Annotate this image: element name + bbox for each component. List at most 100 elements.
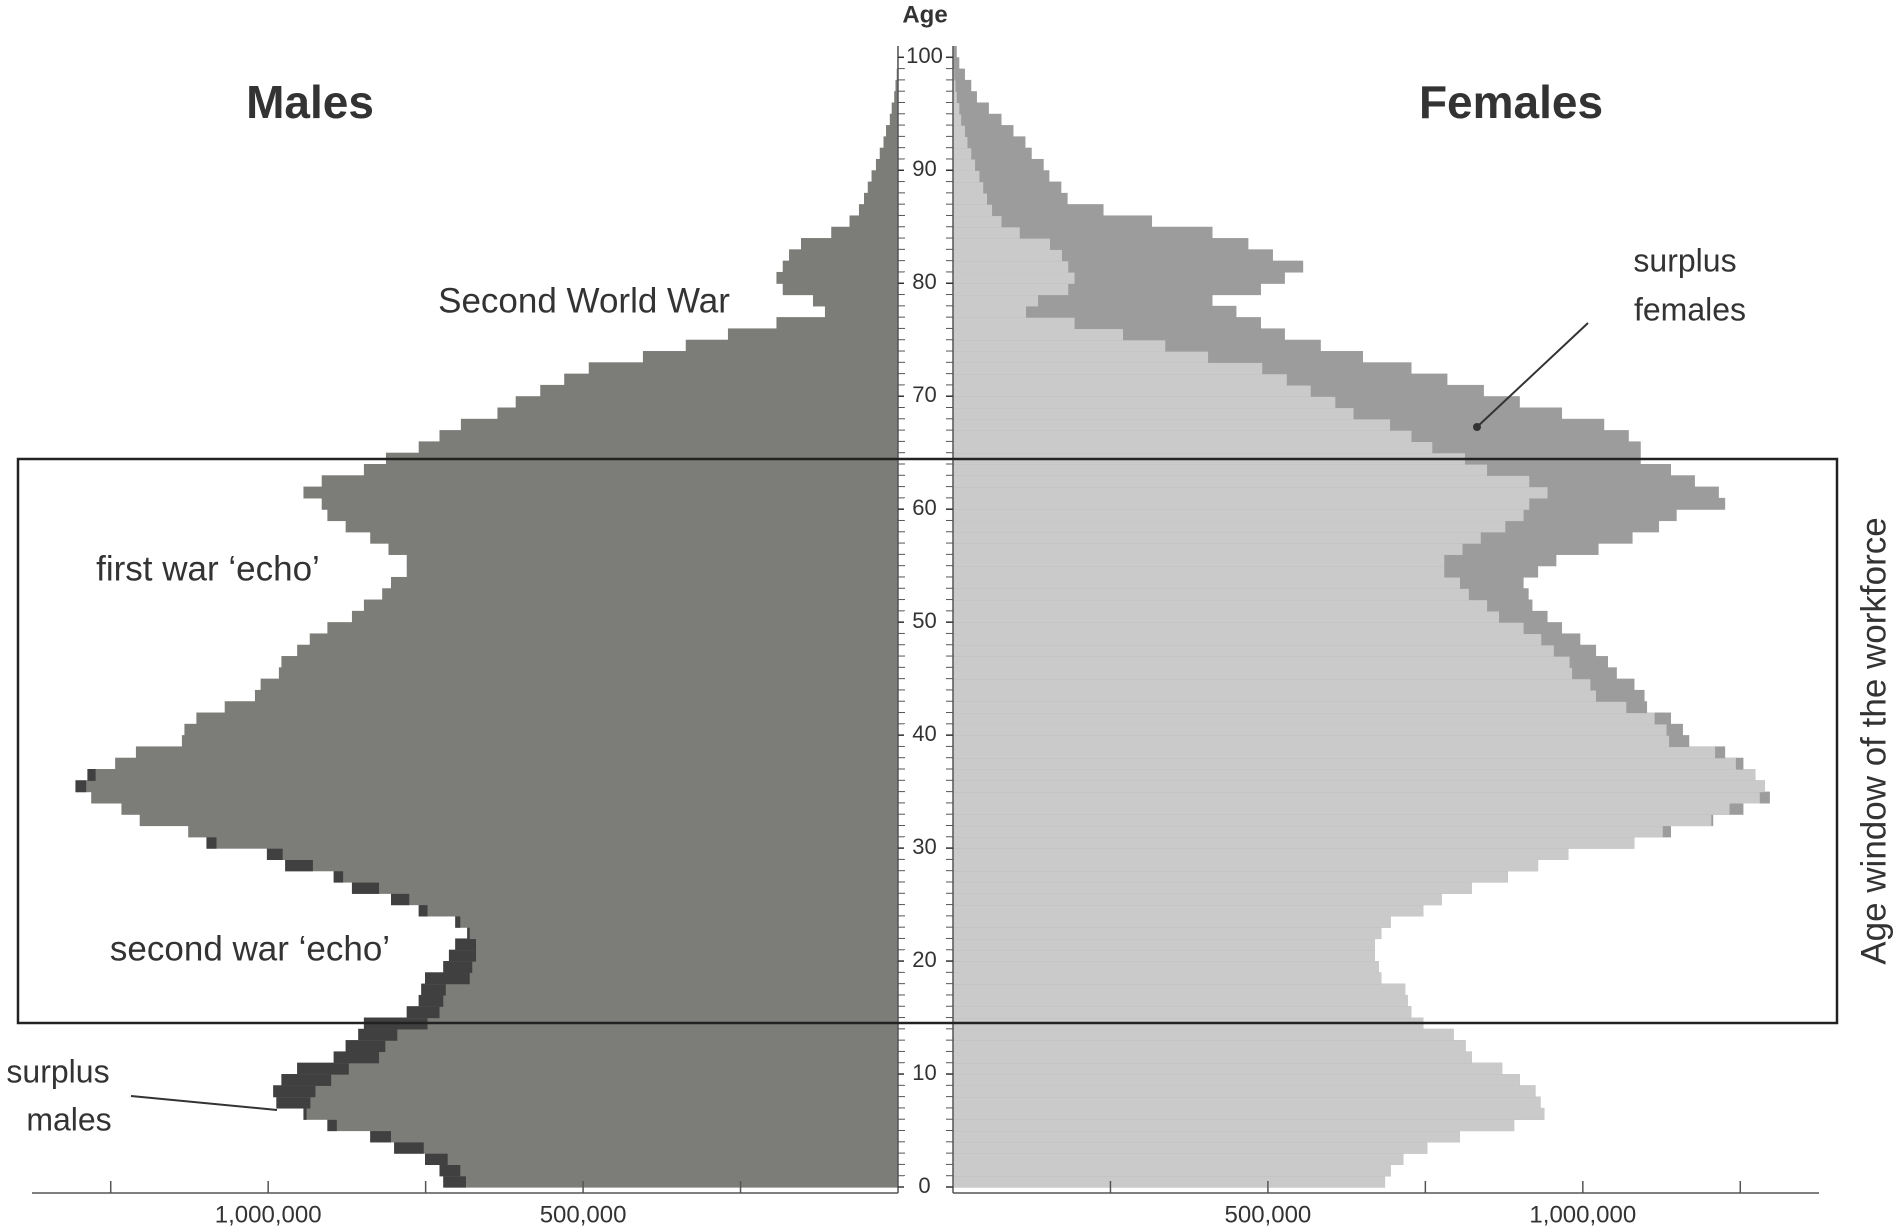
male-bar [260, 678, 898, 691]
y-tick-label-bg [904, 385, 946, 408]
female-overlap [953, 475, 1530, 488]
male-bar [370, 531, 898, 544]
male-bar [345, 520, 899, 533]
female-overlap [953, 215, 1002, 228]
female-overlap [953, 102, 960, 115]
male-bar [345, 1040, 899, 1053]
female-overlap [953, 983, 1406, 996]
female-overlap [953, 678, 1591, 691]
surplus-males [443, 1175, 466, 1188]
female-overlap [953, 689, 1597, 702]
female-overlap [953, 994, 1408, 1007]
male-bar [390, 576, 898, 589]
female-overlap [953, 136, 968, 149]
male-bar [273, 1085, 899, 1098]
male-bar [363, 599, 898, 612]
y-tick-label-bg [904, 159, 946, 182]
female-overlap [953, 226, 1020, 239]
female-overlap [953, 1141, 1428, 1154]
female-overlap [953, 859, 1539, 872]
annotation-dot [1473, 423, 1481, 431]
male-bar [351, 881, 898, 894]
male-bar [266, 848, 898, 860]
male-bar [776, 317, 898, 330]
y-tick-label: 10 [912, 1060, 936, 1085]
female-bar [953, 170, 1050, 183]
surplus-males [390, 893, 410, 906]
female-overlap [953, 1028, 1454, 1041]
male-bar [418, 994, 898, 1007]
x-tick-label: 500,000 [540, 1201, 627, 1228]
female-overlap [953, 396, 1336, 409]
male-bar [886, 125, 898, 137]
female-bar [953, 57, 960, 70]
surplus-males [285, 859, 313, 872]
female-bar [953, 158, 1044, 171]
male-bar [443, 961, 898, 973]
male-bar [789, 249, 898, 262]
male-bar [406, 554, 898, 567]
male-bar [297, 1062, 898, 1075]
surplus-males [281, 1074, 332, 1086]
female-overlap [953, 588, 1469, 601]
male-bar [91, 791, 899, 804]
female-overlap [953, 373, 1287, 386]
annotation: males [26, 1101, 111, 1137]
y-tick-label-bg [904, 1176, 946, 1198]
surplus-males [358, 1028, 398, 1041]
annotation: Age window of the workforce [1854, 517, 1893, 964]
female-overlap [953, 1074, 1520, 1086]
male-bar [321, 475, 898, 488]
surplus-males [370, 1130, 391, 1143]
female-overlap [953, 384, 1311, 397]
annotation: surplus [1633, 242, 1736, 278]
female-overlap [953, 317, 1075, 330]
male-bar [889, 113, 898, 126]
male-bar [515, 396, 898, 409]
female-overlap [953, 622, 1524, 635]
surplus-males [75, 780, 87, 793]
male-bar [642, 351, 898, 363]
male-bar [388, 543, 898, 555]
female-overlap [953, 1051, 1472, 1064]
male-bar [281, 1074, 899, 1086]
y-tick-label: 20 [912, 947, 936, 972]
male-bar [812, 294, 898, 307]
male-bar [455, 938, 898, 951]
male-bar [115, 757, 899, 770]
male-bar [181, 735, 898, 748]
female-overlap [953, 486, 1548, 499]
female-overlap [953, 1085, 1536, 1098]
female-bar [953, 136, 1026, 149]
surplus-males [425, 972, 470, 985]
female-bar [953, 91, 977, 104]
female-bar [953, 260, 1304, 273]
female-overlap [953, 339, 1166, 352]
female-overlap [953, 723, 1667, 736]
y-tick-label: 80 [912, 269, 936, 294]
female-overlap [953, 204, 993, 217]
x-tick-label: 500,000 [1225, 1201, 1312, 1228]
female-bar [953, 125, 1014, 137]
surplus-males [297, 1062, 349, 1075]
female-bar [953, 181, 1062, 194]
annotation-arrow [1476, 322, 1589, 428]
female-overlap [953, 893, 1442, 906]
surplus-males [443, 961, 473, 973]
female-overlap [953, 351, 1209, 363]
female-overlap [953, 509, 1524, 522]
female-overlap [953, 125, 965, 137]
female-bar [953, 226, 1213, 239]
surplus-males [439, 1164, 461, 1177]
female-overlap [953, 1130, 1461, 1143]
male-bar [879, 147, 898, 160]
male-bar [75, 780, 898, 793]
female-overlap [953, 1175, 1386, 1188]
female-overlap [953, 554, 1445, 567]
female-overlap [953, 238, 1050, 250]
male-bar [303, 1107, 898, 1120]
female-overlap [953, 531, 1481, 544]
y-tick-label-bg [904, 837, 946, 860]
surplus-males [273, 1085, 316, 1098]
